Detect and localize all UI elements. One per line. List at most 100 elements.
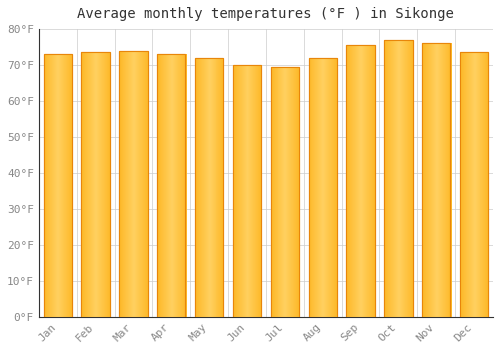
Bar xyxy=(140,51,141,317)
Bar xyxy=(120,51,122,317)
Bar xyxy=(162,54,163,317)
Bar xyxy=(476,52,478,317)
Bar xyxy=(244,65,246,317)
Bar xyxy=(171,54,172,317)
Bar xyxy=(64,54,65,317)
Bar xyxy=(258,65,260,317)
Bar xyxy=(363,45,364,317)
Bar xyxy=(369,45,370,317)
Bar xyxy=(375,45,376,317)
Bar xyxy=(350,45,352,317)
Bar xyxy=(220,58,222,317)
Bar xyxy=(406,40,408,317)
Bar xyxy=(235,65,236,317)
Bar xyxy=(212,58,214,317)
Bar xyxy=(254,65,256,317)
Bar xyxy=(126,51,127,317)
Bar xyxy=(210,58,212,317)
Bar xyxy=(270,67,299,317)
Bar xyxy=(460,52,488,317)
Bar xyxy=(95,52,96,317)
Bar xyxy=(325,58,326,317)
Bar xyxy=(354,45,355,317)
Bar xyxy=(467,52,468,317)
Bar xyxy=(353,45,354,317)
Bar xyxy=(433,43,434,317)
Bar xyxy=(448,43,450,317)
Bar xyxy=(119,51,148,317)
Bar xyxy=(406,40,407,317)
Bar xyxy=(480,52,482,317)
Bar xyxy=(468,52,469,317)
Bar xyxy=(486,52,488,317)
Bar xyxy=(446,43,448,317)
Bar xyxy=(161,54,162,317)
Bar xyxy=(101,52,102,317)
Bar xyxy=(442,43,444,317)
Bar xyxy=(465,52,466,317)
Bar xyxy=(50,54,51,317)
Bar xyxy=(314,58,316,317)
Bar xyxy=(138,51,139,317)
Bar xyxy=(159,54,160,317)
Bar xyxy=(429,43,430,317)
Bar xyxy=(195,58,196,317)
Bar xyxy=(132,51,133,317)
Bar xyxy=(426,43,427,317)
Bar xyxy=(432,43,433,317)
Bar xyxy=(60,54,61,317)
Bar xyxy=(163,54,164,317)
Bar xyxy=(214,58,216,317)
Bar xyxy=(393,40,394,317)
Bar xyxy=(478,52,480,317)
Bar xyxy=(218,58,220,317)
Bar xyxy=(386,40,387,317)
Bar xyxy=(197,58,198,317)
Bar xyxy=(276,67,278,317)
Bar xyxy=(246,65,248,317)
Bar xyxy=(321,58,322,317)
Bar xyxy=(362,45,363,317)
Bar xyxy=(182,54,184,317)
Bar xyxy=(178,54,180,317)
Bar xyxy=(261,65,262,317)
Bar xyxy=(167,54,168,317)
Bar xyxy=(326,58,327,317)
Bar xyxy=(365,45,366,317)
Bar xyxy=(392,40,393,317)
Bar xyxy=(333,58,334,317)
Bar xyxy=(234,65,235,317)
Bar xyxy=(48,54,50,317)
Bar xyxy=(389,40,390,317)
Bar xyxy=(288,67,290,317)
Bar xyxy=(236,65,238,317)
Bar xyxy=(99,52,100,317)
Bar xyxy=(98,52,99,317)
Bar xyxy=(92,52,93,317)
Bar xyxy=(402,40,403,317)
Bar xyxy=(61,54,62,317)
Bar xyxy=(203,58,204,317)
Bar xyxy=(66,54,67,317)
Bar xyxy=(174,54,176,317)
Bar xyxy=(295,67,296,317)
Bar xyxy=(431,43,432,317)
Bar xyxy=(58,54,59,317)
Bar xyxy=(444,43,446,317)
Bar xyxy=(461,52,462,317)
Bar xyxy=(169,54,170,317)
Bar xyxy=(63,54,64,317)
Bar xyxy=(280,67,281,317)
Bar xyxy=(358,45,359,317)
Bar xyxy=(196,58,197,317)
Bar xyxy=(242,65,244,317)
Bar xyxy=(142,51,144,317)
Bar xyxy=(199,58,200,317)
Bar xyxy=(484,52,486,317)
Bar xyxy=(89,52,90,317)
Bar xyxy=(367,45,368,317)
Bar xyxy=(82,52,110,317)
Bar xyxy=(299,67,300,317)
Bar xyxy=(278,67,280,317)
Bar xyxy=(425,43,426,317)
